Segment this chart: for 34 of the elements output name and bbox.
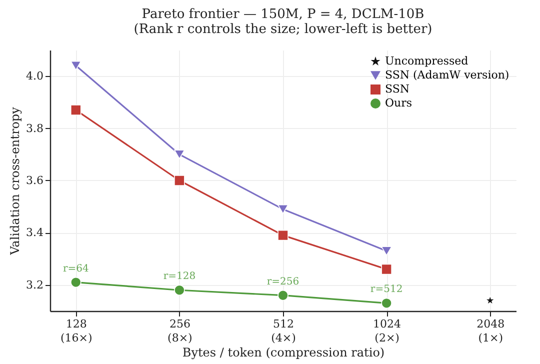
point xyxy=(278,230,288,241)
annotation: r=64 xyxy=(62,263,89,274)
legend-label: Uncompressed xyxy=(385,54,468,68)
point xyxy=(381,246,392,256)
annotation: r=512 xyxy=(370,284,403,296)
x-tick-label: 128 (16×) xyxy=(60,318,92,344)
point xyxy=(174,175,185,186)
point xyxy=(174,284,185,296)
y-tick-label: 4.0 xyxy=(26,70,44,83)
legend-label: Ours xyxy=(385,96,412,110)
y-tick-label: 3.6 xyxy=(26,174,44,187)
y-tick-label: 3.2 xyxy=(26,278,44,292)
point xyxy=(174,150,185,160)
y-axis-title: Validation cross-entropy xyxy=(8,106,22,256)
y-tick-label: 3.4 xyxy=(26,226,44,240)
point xyxy=(278,290,288,301)
annotation: r=128 xyxy=(163,271,196,282)
point xyxy=(381,264,392,275)
chart-subtitle: (Rank r controls the size; lower-left is better) xyxy=(134,22,432,37)
point xyxy=(70,104,82,116)
point xyxy=(70,60,82,70)
point xyxy=(278,204,288,214)
point xyxy=(70,276,82,288)
chart-title: Pareto frontier — 150M, P = 4, DCLM-10B xyxy=(142,7,424,22)
x-tick-label: 256 (8×) xyxy=(168,318,192,344)
y-tick-label: 3.8 xyxy=(26,122,44,135)
x-axis-title: Bytes / token (compression ratio) xyxy=(182,346,385,360)
x-tick-label: 512 (4×) xyxy=(271,318,296,344)
legend-label: SSN xyxy=(385,82,410,96)
x-tick-label: 1024 (2×) xyxy=(373,318,402,344)
annotation: r=256 xyxy=(266,276,300,288)
point xyxy=(381,298,392,309)
x-tick-label: 2048 (1×) xyxy=(476,318,505,344)
legend-label: SSN (AdamW version) xyxy=(385,68,510,82)
